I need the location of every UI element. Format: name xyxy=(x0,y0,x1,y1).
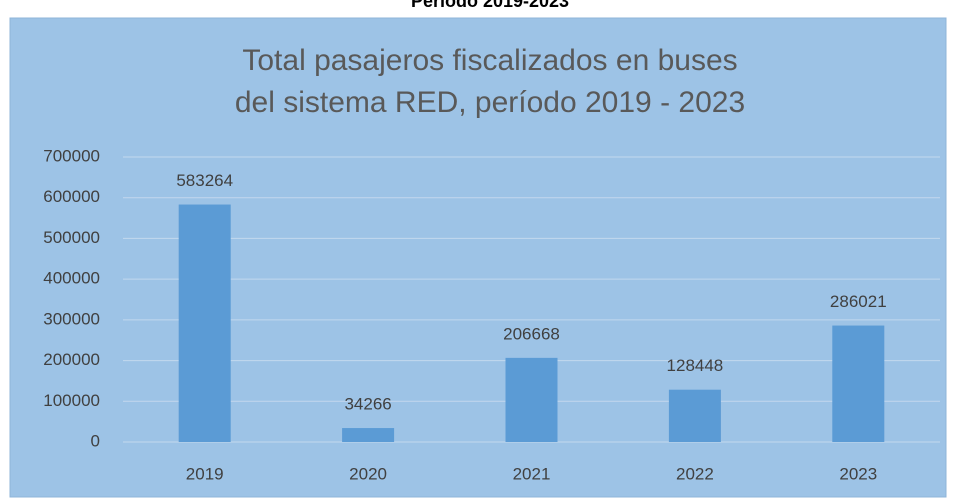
bar xyxy=(342,428,395,442)
chart-background xyxy=(9,17,947,498)
x-tick-label: 2021 xyxy=(513,464,551,483)
data-label: 583264 xyxy=(176,171,233,190)
chart-title: Total pasajeros fiscalizados en buses xyxy=(242,44,737,77)
y-tick-label: 0 xyxy=(91,431,100,450)
y-tick-label: 400000 xyxy=(43,269,100,288)
y-tick-label: 200000 xyxy=(43,350,100,369)
bar xyxy=(832,325,885,442)
data-label: 286021 xyxy=(830,292,887,311)
bar xyxy=(505,357,558,442)
data-label: 128448 xyxy=(667,356,724,375)
bar xyxy=(178,204,231,442)
x-tick-label: 2020 xyxy=(349,464,387,483)
data-label: 206668 xyxy=(503,324,560,343)
y-tick-label: 500000 xyxy=(43,228,100,247)
page-header: Período 2019-2023 xyxy=(411,0,569,11)
chart-title: del sistema RED, período 2019 - 2023 xyxy=(235,86,745,119)
y-tick-label: 600000 xyxy=(43,187,100,206)
y-tick-label: 300000 xyxy=(43,309,100,328)
x-tick-label: 2023 xyxy=(839,464,877,483)
y-tick-label: 100000 xyxy=(43,391,100,410)
bar xyxy=(668,389,721,442)
y-tick-label: 700000 xyxy=(43,146,100,165)
x-tick-label: 2019 xyxy=(186,464,224,483)
x-tick-label: 2022 xyxy=(676,464,714,483)
data-label: 34266 xyxy=(344,395,391,414)
